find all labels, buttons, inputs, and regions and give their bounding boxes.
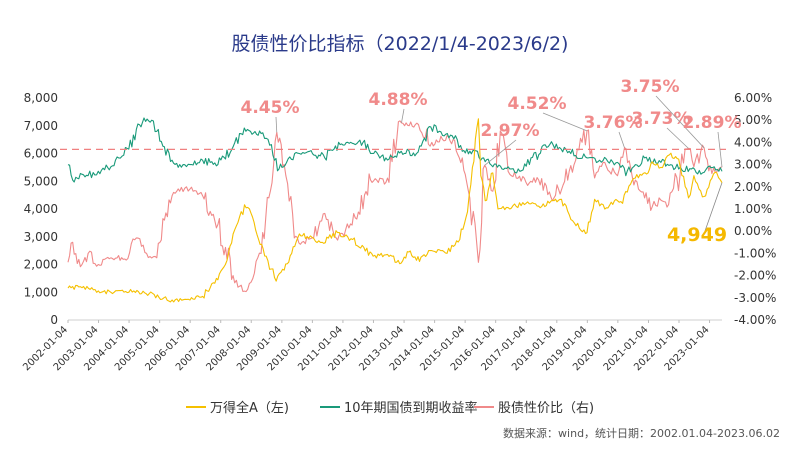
annotation-leader <box>542 112 588 132</box>
left-y-tick-label: 0 <box>50 313 58 327</box>
left-y-tick-label: 8,000 <box>24 91 58 105</box>
right-y-tick-label: 0.00% <box>734 224 772 238</box>
left-y-tick-label: 6,000 <box>24 147 58 161</box>
annotation-label: 3.73% <box>632 109 691 129</box>
annotation-label: 2.97% <box>481 121 540 141</box>
annotation-leader <box>717 131 723 168</box>
annotation-label: 4,949 <box>667 224 727 246</box>
annotation-leader <box>484 139 517 166</box>
annotation-label: 4.88% <box>369 90 428 110</box>
annotation-leader <box>618 131 625 148</box>
left-y-tick-label: 7,000 <box>24 119 58 133</box>
right-y-tick-label: -3.00% <box>734 291 776 305</box>
left-y-axis: 0 1,000 2,000 3,000 4,000 5,000 6,000 7,000 8,00… <box>24 91 58 327</box>
legend-label: 股债性价比（右) <box>498 401 594 416</box>
left-y-tick-label: 5,000 <box>24 174 58 188</box>
right-y-tick-label: -1.00% <box>734 246 776 260</box>
right-y-tick-label: -2.00% <box>734 269 776 283</box>
chart-title: 股债性价比指标（2022/1/4-2023/6/2) <box>232 33 569 55</box>
right-y-tick-label: 5.00% <box>734 113 772 127</box>
annotation-leader <box>401 108 405 123</box>
series-layer <box>67 117 723 303</box>
left-y-tick-label: 3,000 <box>24 230 58 244</box>
right-y-axis: -4.00% -3.00% -2.00% -1.00% 0.00% 1.00% 2.00% 3… <box>734 91 776 327</box>
annotation-label: 3.75% <box>621 77 680 97</box>
annotation-leader <box>704 182 723 232</box>
x-axis: 2002-01-042003-01-042004-01-042005-01-04… <box>21 320 712 373</box>
annotation-label: 2.89% <box>683 113 742 133</box>
right-y-tick-label: 1.00% <box>734 202 772 216</box>
series-line <box>67 118 723 303</box>
right-y-tick-label: 4.00% <box>734 135 772 149</box>
source-note: 数据来源：wind，统计日期：2002.01.04-2023.06.02 <box>503 426 780 440</box>
right-y-tick-label: -4.00% <box>734 313 776 327</box>
annotation-leader <box>655 95 705 149</box>
series-line <box>67 117 723 183</box>
legend-label: 万得全A（左) <box>210 400 289 416</box>
series-line <box>67 120 723 293</box>
annotation-label: 4.45% <box>241 98 300 118</box>
annotation-layer: 4.45% 4.88% 2.97% 4.52% 3.76%3.73% 3.75%2.89%… <box>241 77 742 246</box>
right-y-tick-label: 6.00% <box>734 91 772 105</box>
annotation-label: 4.52% <box>508 94 567 114</box>
right-y-tick-label: 3.00% <box>734 158 772 172</box>
left-y-tick-label: 1,000 <box>24 285 58 299</box>
annotation-leader <box>666 127 689 149</box>
annotation-label: 3.76% <box>584 113 643 133</box>
right-y-tick-label: 2.00% <box>734 180 772 194</box>
legend-label: 10年期国债到期收益率 <box>344 400 478 416</box>
annotation-leader <box>275 116 278 133</box>
left-y-tick-label: 2,000 <box>24 258 58 272</box>
left-y-tick-label: 4,000 <box>24 202 58 216</box>
legend: 万得全A（左) 10年期国债到期收益率 股债性价比（右) <box>186 400 594 416</box>
